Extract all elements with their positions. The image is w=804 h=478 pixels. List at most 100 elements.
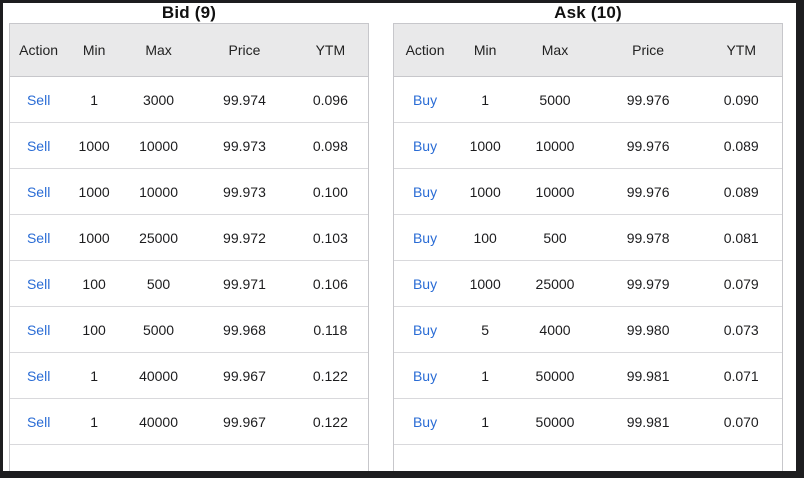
min-cell: 1 [90, 91, 98, 108]
max-cell: 50000 [535, 367, 575, 384]
table-row: Buy 1000 10000 99.976 0.089 [394, 169, 782, 215]
min-cell: 1000 [469, 137, 501, 154]
sell-link[interactable]: Sell [26, 229, 51, 246]
table-row: Sell 1 40000 99.967 0.122 [10, 353, 368, 399]
column-header-ytm: YTM [726, 42, 756, 58]
ask-table-body: Buy 1 5000 99.976 0.090 Buy 1000 10000 99.976 0.0… [394, 77, 782, 471]
ytm-cell: 0.096 [312, 91, 348, 108]
ytm-cell: 0.122 [312, 413, 348, 430]
ytm-cell: 0.089 [723, 183, 759, 200]
min-cell: 1000 [78, 137, 110, 154]
min-cell: 1000 [78, 229, 110, 246]
min-cell: 1 [90, 413, 98, 430]
sell-link[interactable]: Sell [26, 137, 51, 154]
ytm-cell: 0.073 [723, 321, 759, 338]
price-cell: 99.981 [626, 413, 670, 430]
action-cell: Buy [394, 138, 456, 154]
bid-table: Action Min Max Price YTM Sell 1 3000 99.974 0.09… [9, 23, 369, 471]
action-cell: Buy [394, 230, 456, 246]
price-cell: 99.967 [223, 367, 266, 384]
max-cell: 10000 [535, 183, 575, 200]
table-row: Sell 1 40000 99.967 0.122 [10, 399, 368, 445]
sell-link[interactable]: Sell [26, 413, 51, 430]
max-cell: 5000 [142, 321, 175, 338]
max-cell: 10000 [535, 137, 575, 154]
table-row: Buy 1 5000 99.976 0.090 [394, 77, 782, 123]
max-cell: 4000 [539, 321, 571, 338]
ask-table-header: Action Min Max Price YTM [394, 24, 782, 77]
max-cell: 500 [543, 229, 567, 246]
bid-table-title: Bid (9) [161, 3, 217, 22]
max-cell: 25000 [535, 275, 575, 292]
price-cell: 99.976 [626, 183, 670, 200]
min-cell: 100 [82, 321, 106, 338]
table-row: Sell 1000 25000 99.972 0.103 [10, 215, 368, 261]
sell-link[interactable]: Sell [26, 275, 51, 292]
price-cell: 99.967 [223, 413, 266, 430]
buy-link[interactable]: Buy [412, 137, 438, 154]
buy-link[interactable]: Buy [412, 91, 438, 108]
table-row: Sell 1000 10000 99.973 0.098 [10, 123, 368, 169]
buy-link[interactable]: Buy [412, 321, 438, 338]
min-cell: 1000 [78, 183, 110, 200]
action-cell: Sell [10, 322, 67, 338]
ytm-cell: 0.106 [312, 275, 348, 292]
price-cell: 99.980 [626, 321, 670, 338]
table-row: Buy 1000 25000 99.979 0.079 [394, 261, 782, 307]
sell-link[interactable]: Sell [26, 91, 51, 108]
action-cell: Buy [394, 368, 456, 384]
buy-link[interactable]: Buy [412, 183, 438, 200]
ytm-cell: 0.100 [312, 183, 348, 200]
price-cell: 99.981 [626, 367, 670, 384]
min-cell: 100 [473, 229, 497, 246]
column-header-action: Action [19, 42, 59, 58]
table-row-partial [10, 445, 368, 471]
table-row: Buy 1 50000 99.981 0.071 [394, 353, 782, 399]
price-cell: 99.972 [223, 229, 266, 246]
buy-link[interactable]: Buy [412, 367, 438, 384]
sell-link[interactable]: Sell [26, 321, 51, 338]
sell-link[interactable]: Sell [26, 183, 51, 200]
min-cell: 5 [481, 321, 490, 338]
buy-link[interactable]: Buy [412, 229, 438, 246]
min-cell: 100 [82, 275, 106, 292]
ytm-cell: 0.103 [312, 229, 348, 246]
max-cell: 25000 [139, 229, 178, 246]
bid-panel: Bid (9) Action Min Max Price YTM Sell 1 3000 99… [9, 3, 369, 471]
price-cell: 99.978 [626, 229, 670, 246]
action-cell: Buy [394, 414, 456, 430]
min-cell: 1000 [469, 183, 501, 200]
action-cell: Sell [10, 230, 67, 246]
column-header-action: Action [405, 42, 445, 58]
table-row: Sell 1000 10000 99.973 0.100 [10, 169, 368, 215]
action-cell: Sell [10, 138, 67, 154]
action-cell: Buy [394, 276, 456, 292]
buy-link[interactable]: Buy [412, 275, 438, 292]
table-row-partial [394, 445, 782, 471]
ytm-cell: 0.090 [723, 91, 759, 108]
column-header-ytm: YTM [315, 42, 346, 58]
table-row: Buy 100 500 99.978 0.081 [394, 215, 782, 261]
price-cell: 99.971 [223, 275, 266, 292]
column-header-min: Min [82, 42, 106, 58]
ytm-cell: 0.089 [723, 137, 759, 154]
column-header-price: Price [228, 42, 261, 58]
max-cell: 500 [146, 275, 171, 292]
max-cell: 5000 [539, 91, 571, 108]
action-cell: Sell [10, 414, 67, 430]
sell-link[interactable]: Sell [26, 367, 51, 384]
buy-link[interactable]: Buy [412, 413, 438, 430]
min-cell: 1 [90, 367, 98, 384]
price-cell: 99.979 [626, 275, 670, 292]
action-cell: Buy [394, 184, 456, 200]
action-cell: Sell [10, 184, 67, 200]
action-cell: Sell [10, 92, 67, 108]
table-row: Buy 5 4000 99.980 0.073 [394, 307, 782, 353]
ytm-cell: 0.122 [312, 367, 348, 384]
column-header-max: Max [145, 42, 172, 58]
ytm-cell: 0.081 [723, 229, 759, 246]
ask-table-title: Ask (10) [554, 3, 622, 22]
bid-table-header: Action Min Max Price YTM [10, 24, 368, 77]
ytm-cell: 0.098 [312, 137, 348, 154]
